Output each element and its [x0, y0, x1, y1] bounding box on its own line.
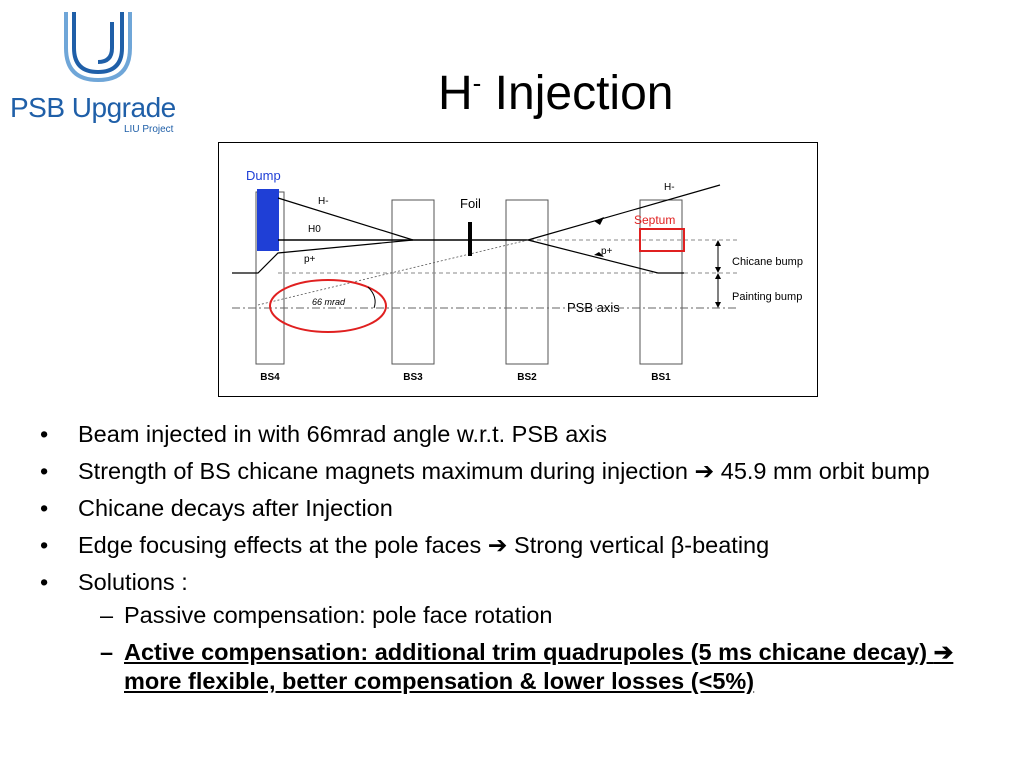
p-plus-left-path	[232, 239, 414, 274]
h-minus-left-label: H-	[318, 196, 329, 207]
sub-bullet-item: Passive compensation: pole face rotation	[78, 601, 1000, 630]
bullet-text: Strong vertical β-beating	[507, 532, 770, 558]
bullet-item: Strength of BS chicane magnets maximum d…	[40, 457, 1000, 486]
p-plus-arrow	[594, 252, 604, 257]
arrow-icon: ➔	[933, 639, 954, 665]
septum-box	[639, 228, 685, 252]
title-rest: Injection	[481, 67, 674, 120]
magnet-bs3	[391, 199, 435, 365]
psb-upgrade-logo	[8, 8, 188, 138]
diagram-frame	[218, 142, 818, 397]
bullet-text: Solutions :	[78, 569, 188, 595]
magnet-label-bs4: BS4	[260, 372, 280, 383]
magnet-label-bs3: BS3	[403, 372, 423, 383]
h-minus-right-label: H-	[664, 182, 675, 193]
magnet-bs2	[505, 199, 549, 365]
dump-block	[257, 189, 279, 251]
chicane-bump-label: Chicane bump	[732, 256, 803, 268]
bullet-item: Edge focusing effects at the pole faces …	[40, 531, 1000, 560]
psb-axis-label: PSB axis	[567, 300, 620, 315]
arrow-icon: ➔	[487, 532, 508, 558]
bullet-text: Chicane decays after Injection	[78, 495, 393, 521]
angle-label: 66 mrad	[312, 297, 346, 307]
septum-label: Septum	[634, 213, 675, 227]
angle-ellipse	[269, 279, 387, 333]
bullet-item: Solutions : Passive compensation: pole f…	[40, 568, 1000, 696]
arrow-icon: ➔	[694, 458, 715, 484]
title-superscript: -	[472, 68, 482, 98]
liu-u-emblem-icon	[64, 12, 132, 83]
painting-bump-label: Painting bump	[732, 291, 802, 303]
p-plus-right-label: p+	[601, 246, 613, 257]
dump-label: Dump	[246, 168, 281, 183]
bullet-item: Beam injected in with 66mrad angle w.r.t…	[40, 420, 1000, 449]
sub-bullet-text: Active compensation: additional trim qua…	[124, 639, 934, 665]
magnet-bs1	[639, 199, 683, 365]
bullet-text: 45.9 mm orbit bump	[714, 458, 930, 484]
p-plus-left-label: p+	[304, 254, 316, 265]
logo-subtitle: LIU Project	[124, 124, 174, 135]
sub-bullet-item: Active compensation: additional trim qua…	[78, 638, 1000, 696]
bullet-item: Chicane decays after Injection	[40, 494, 1000, 523]
p-plus-right-path	[527, 239, 684, 274]
h-minus-right-path	[527, 184, 721, 241]
h-minus-left-path	[277, 197, 414, 241]
sub-bullet-list: Passive compensation: pole face rotation…	[78, 601, 1000, 696]
angle-arc	[367, 286, 376, 309]
h-minus-arrow	[594, 217, 604, 225]
page-title: H- Injection	[438, 66, 673, 121]
sub-bullet-text: Passive compensation: pole face rotation	[124, 602, 553, 628]
magnet-label-bs2: BS2	[517, 372, 537, 383]
bullet-text: Beam injected in with 66mrad angle w.r.t…	[78, 421, 608, 447]
magnet-label-bs1: BS1	[651, 372, 671, 383]
h0-label: H0	[308, 224, 321, 235]
injection-diagram: Dump H- H0 p+ 66 mrad Foil H- Septum p+ …	[218, 142, 818, 397]
title-h: H	[438, 67, 473, 120]
logo-name: PSB Upgrade	[10, 92, 176, 123]
bullet-list: Beam injected in with 66mrad angle w.r.t…	[40, 420, 1000, 704]
foil-label: Foil	[460, 196, 481, 211]
sub-bullet-text: more flexible, better compensation & low…	[124, 668, 755, 694]
bullet-text: Strength of BS chicane magnets maximum d…	[78, 458, 695, 484]
bullet-text: Edge focusing effects at the pole faces	[78, 532, 488, 558]
